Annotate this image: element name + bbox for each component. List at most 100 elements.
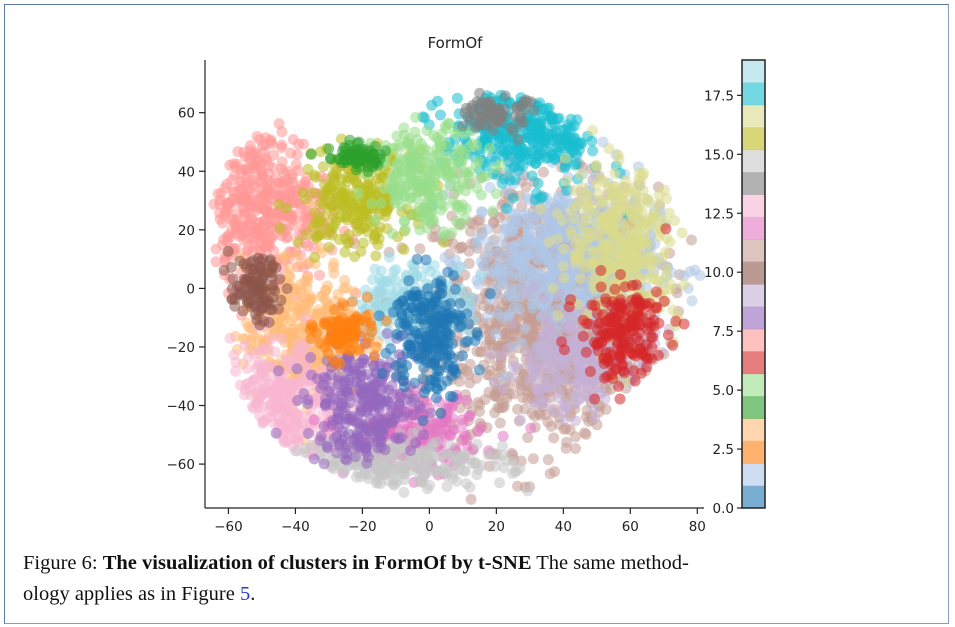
point	[514, 414, 526, 426]
point	[513, 164, 525, 176]
point	[330, 215, 342, 227]
point	[383, 251, 395, 263]
point	[471, 239, 483, 251]
point	[482, 449, 494, 461]
tsne-scatter-plot: FormOf −60 −40 −20 0 20 40 60 80−60−40−20020406…	[167, 34, 766, 535]
point	[605, 189, 617, 201]
point	[495, 358, 507, 370]
point	[242, 352, 254, 364]
point	[559, 401, 571, 413]
point	[592, 228, 604, 240]
point	[221, 231, 233, 243]
point	[289, 445, 301, 457]
point	[570, 443, 581, 454]
point	[587, 145, 599, 157]
point	[522, 219, 534, 231]
point	[637, 249, 649, 261]
point	[506, 318, 518, 330]
chart-title: FormOf	[428, 34, 484, 52]
point	[399, 474, 410, 486]
point	[558, 373, 570, 385]
point	[217, 217, 229, 229]
point	[490, 188, 502, 200]
point	[475, 270, 487, 282]
point	[387, 228, 398, 240]
point	[509, 466, 521, 478]
point	[485, 348, 497, 360]
point	[502, 343, 513, 355]
point	[398, 215, 410, 227]
point	[557, 133, 569, 145]
point	[628, 259, 640, 271]
point	[519, 322, 531, 334]
point	[537, 110, 549, 122]
point	[309, 252, 321, 263]
point	[476, 206, 487, 218]
point	[339, 274, 351, 286]
point	[333, 234, 345, 245]
point	[540, 395, 552, 407]
point	[550, 369, 561, 381]
point	[644, 217, 656, 229]
point	[542, 454, 554, 466]
point	[338, 466, 350, 478]
point	[375, 265, 387, 277]
point	[452, 144, 464, 156]
point	[434, 137, 446, 149]
point	[472, 397, 484, 408]
point	[292, 236, 304, 248]
point	[575, 273, 586, 285]
point	[280, 396, 292, 408]
point	[505, 289, 517, 301]
point	[461, 394, 473, 406]
point	[270, 208, 282, 220]
point	[603, 143, 615, 154]
point	[575, 169, 587, 181]
point	[510, 209, 522, 221]
point	[237, 183, 249, 195]
point	[391, 167, 403, 179]
point	[377, 276, 389, 287]
point	[222, 197, 234, 209]
point	[372, 226, 384, 238]
point	[262, 342, 274, 354]
point	[494, 350, 506, 361]
point	[437, 190, 448, 201]
point	[489, 162, 501, 174]
point	[508, 255, 519, 266]
point	[398, 486, 410, 498]
point	[428, 260, 440, 272]
point	[435, 450, 447, 462]
point	[527, 364, 539, 376]
point	[268, 229, 280, 241]
point	[483, 245, 495, 257]
point	[404, 193, 416, 205]
point	[492, 307, 504, 319]
point	[271, 379, 283, 391]
point	[298, 138, 309, 150]
point	[278, 166, 289, 178]
point	[232, 146, 244, 158]
point	[463, 166, 475, 178]
point	[239, 339, 251, 351]
point	[487, 205, 499, 217]
point	[556, 214, 568, 226]
point	[229, 169, 241, 181]
point	[547, 282, 559, 294]
point	[570, 415, 581, 427]
point	[240, 162, 252, 174]
point	[516, 337, 528, 349]
point	[230, 365, 242, 377]
point	[560, 175, 572, 187]
point	[459, 451, 471, 463]
point	[660, 263, 672, 275]
point	[444, 180, 455, 192]
point	[689, 264, 701, 276]
point	[285, 147, 297, 159]
point	[210, 256, 222, 268]
point	[568, 389, 580, 401]
point	[520, 266, 532, 278]
point	[375, 197, 387, 209]
point	[415, 138, 427, 150]
point	[548, 432, 560, 444]
